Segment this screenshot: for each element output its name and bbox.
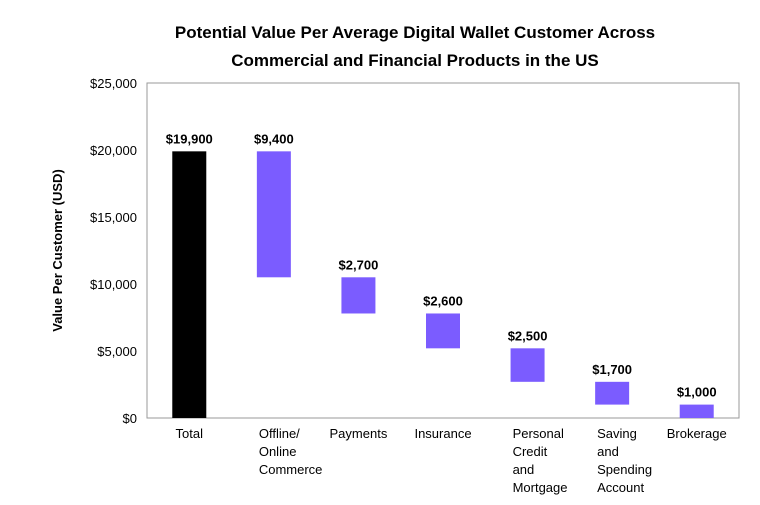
bar (595, 381, 630, 405)
bar (679, 404, 714, 418)
y-tick-label: $25,000 (90, 76, 137, 91)
y-tick-label: $15,000 (90, 210, 137, 225)
chart-title-line-2: Commercial and Financial Products in the… (231, 51, 599, 70)
x-tick-label: Offline/Online Commerce (259, 426, 323, 477)
x-tick-label: Insurance (414, 426, 471, 441)
bar (510, 348, 545, 382)
chart-title-line-1: Potential Value Per Average Digital Wall… (174, 23, 656, 42)
bar (256, 151, 291, 278)
x-tick-label: Saving and Spending Account (597, 426, 652, 495)
x-tick-label: Payments (330, 426, 388, 441)
data-label: $9,400 (254, 131, 294, 146)
y-tick-label: $0 (123, 411, 137, 426)
y-axis-label: Value Per Customer (USD) (50, 169, 65, 332)
data-label: $1,000 (677, 385, 717, 400)
data-label: $2,500 (508, 328, 548, 343)
plot-area-frame (146, 82, 740, 419)
data-label: $19,900 (166, 131, 213, 146)
y-tick-label: $5,000 (97, 344, 137, 359)
y-tick-label: $20,000 (90, 143, 137, 158)
data-label: $2,600 (423, 293, 463, 308)
x-tick-label: Total (176, 426, 204, 441)
bar (172, 151, 207, 418)
x-tick-label: Brokerage (667, 426, 727, 441)
bar (341, 277, 376, 314)
x-tick-label: Personal Credit and Mortgage (513, 426, 568, 495)
data-label: $2,700 (339, 257, 379, 272)
y-tick-label: $10,000 (90, 277, 137, 292)
data-label: $1,700 (592, 362, 632, 377)
bar (426, 313, 460, 349)
